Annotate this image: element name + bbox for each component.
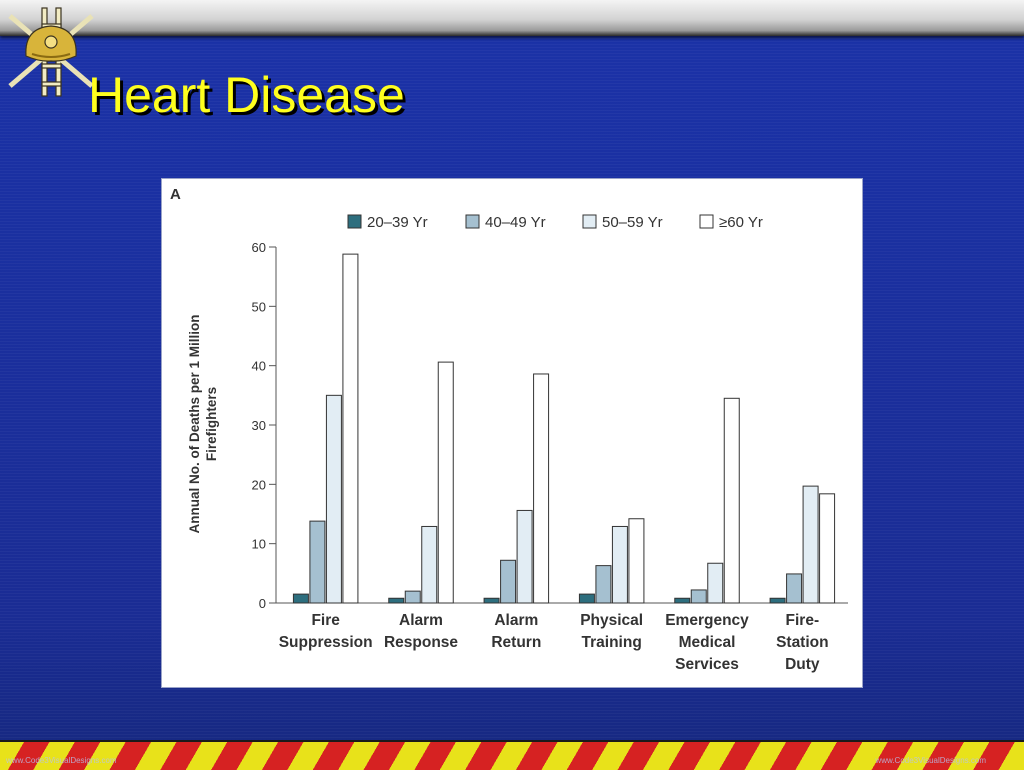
y-tick-label: 0 (259, 596, 266, 611)
bar (819, 493, 836, 604)
bar (437, 361, 454, 604)
footer-credit-left: www.Code3VisualDesigns.com (6, 756, 117, 765)
legend-label: 40–49 Yr (485, 214, 546, 231)
legend-swatch (465, 214, 480, 229)
bar (500, 559, 517, 604)
y-axis-label-line-1: Annual No. of Deaths per 1 Million (187, 314, 202, 533)
bar (769, 597, 786, 604)
bar (516, 509, 533, 604)
bar (388, 597, 405, 604)
bar-group (292, 253, 836, 604)
bar (578, 593, 595, 604)
legend-label: 50–59 Yr (602, 214, 663, 231)
panel-label: A (170, 186, 181, 203)
bar-chart: A 20–39 Yr 40–49 Yr 50–59 Yr ≥60 Yr Annual … (170, 186, 848, 673)
chart-panel: A 20–39 Yr 40–49 Yr 50–59 Yr ≥60 Yr Annual … (161, 178, 863, 688)
y-tick-label: 10 (252, 537, 266, 552)
chart-legend: 20–39 Yr 40–49 Yr 50–59 Yr ≥60 Yr (347, 214, 763, 231)
bar (595, 565, 612, 604)
bar (674, 597, 691, 604)
bar (611, 525, 628, 604)
y-axis-label-line-2: Firefighters (204, 387, 219, 461)
footer-credit-right: www.Code3VisualDesigns.com (875, 756, 986, 765)
firefighter-emblem-icon (8, 7, 94, 97)
y-tick-label: 60 (252, 240, 266, 255)
y-tick-label: 30 (252, 418, 266, 433)
x-tick-label: Services (675, 656, 739, 673)
x-tick-label: Alarm (399, 612, 443, 629)
x-tick-label: Alarm (494, 612, 538, 629)
x-tick-label: Fire- (786, 612, 820, 629)
bar (483, 597, 500, 604)
y-tick-label: 50 (252, 299, 266, 314)
x-tick-label: Duty (785, 656, 820, 673)
x-axis-labels: Fire Suppression Alarm Response Alarm Return P… (279, 612, 829, 673)
legend-swatch (347, 214, 362, 229)
bar (707, 562, 724, 604)
y-axis: 0 10 20 30 40 50 60 (252, 240, 848, 611)
x-tick-label: Return (491, 634, 541, 651)
x-tick-label: Medical (679, 634, 736, 651)
y-tick-label: 40 (252, 359, 266, 374)
bar (802, 485, 819, 604)
bar (786, 573, 803, 604)
legend-label: ≥60 Yr (719, 214, 763, 231)
legend-swatch (582, 214, 597, 229)
y-tick-label: 20 (252, 477, 266, 492)
bar (404, 590, 421, 604)
bar (723, 397, 740, 604)
top-banner (0, 0, 1024, 36)
x-tick-label: Training (582, 634, 642, 651)
hazard-stripe-footer (0, 740, 1024, 770)
x-tick-label: Suppression (279, 634, 373, 651)
x-tick-label: Response (384, 634, 458, 651)
bar (292, 593, 309, 604)
legend-swatch (699, 214, 714, 229)
bar (325, 394, 342, 604)
x-tick-label: Station (776, 634, 829, 651)
x-tick-label: Fire (311, 612, 340, 629)
x-tick-label: Physical (580, 612, 643, 629)
slide-title: Heart Disease (88, 67, 405, 123)
x-tick-label: Emergency (665, 612, 749, 629)
bar (628, 518, 645, 604)
bar (690, 589, 707, 604)
bar (309, 520, 326, 604)
bar (342, 253, 359, 604)
bar (533, 373, 550, 604)
bar (421, 525, 438, 604)
legend-label: 20–39 Yr (367, 214, 428, 231)
